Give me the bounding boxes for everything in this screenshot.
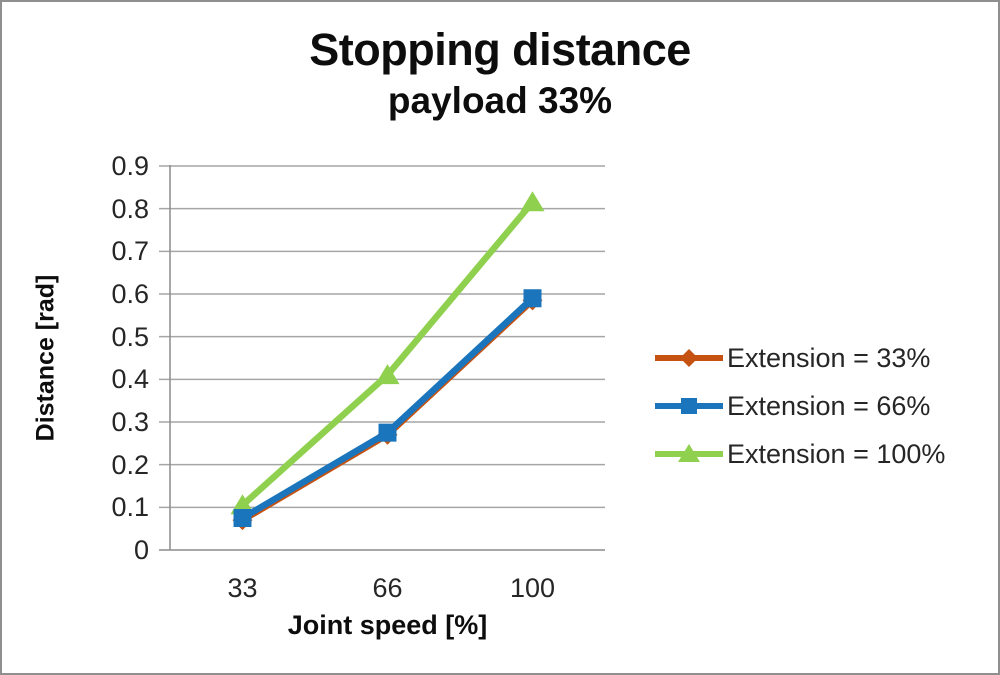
legend-item: Extension = 33% — [654, 342, 930, 374]
legend-label: Extension = 66% — [727, 390, 931, 421]
y-tick-label: 0.8 — [111, 193, 149, 224]
chart-subtitle: payload 33% — [387, 80, 613, 121]
triangle-marker-icon — [520, 191, 545, 212]
legend-swatch — [655, 398, 723, 414]
legend-swatch — [655, 444, 723, 462]
series-line-square — [239, 295, 536, 522]
triangle-marker-icon — [678, 444, 700, 462]
square-marker-icon — [523, 289, 542, 308]
y-tick-label: 0.9 — [111, 151, 149, 181]
series-line-diamond — [239, 297, 536, 524]
legend-swatch — [655, 349, 723, 367]
y-tick-label: 0.4 — [111, 364, 149, 395]
series-line-triangle — [239, 199, 536, 509]
y-tick-label: 0.1 — [111, 492, 149, 523]
legend-item: Extension = 100% — [654, 438, 945, 470]
square-marker-icon — [681, 398, 697, 414]
y-axis-title: Distance [rad] — [31, 274, 60, 442]
square-marker-icon — [378, 423, 397, 442]
y-tick-label: 0 — [133, 535, 149, 565]
y-tick-label: 0.2 — [111, 449, 149, 480]
x-tick-label: 66 — [372, 573, 403, 603]
legend-label: Extension = 33% — [727, 342, 931, 373]
legend-item: Extension = 66% — [654, 390, 930, 422]
chart-title: Stopping distance — [309, 24, 691, 75]
triangle-marker-icon — [375, 364, 400, 385]
y-tick-label: 0.5 — [111, 321, 149, 352]
x-axis-title: Joint speed [%] — [287, 610, 488, 640]
legend-label: Extension = 100% — [727, 438, 946, 469]
diamond-marker-icon — [680, 349, 698, 367]
x-tick-label: 100 — [509, 573, 556, 603]
y-tick-label: 0.7 — [111, 236, 149, 267]
x-tick-label: 33 — [227, 573, 258, 603]
y-tick-label: 0.6 — [111, 279, 149, 309]
y-tick-label: 0.3 — [111, 407, 149, 437]
square-marker-icon — [233, 509, 252, 527]
